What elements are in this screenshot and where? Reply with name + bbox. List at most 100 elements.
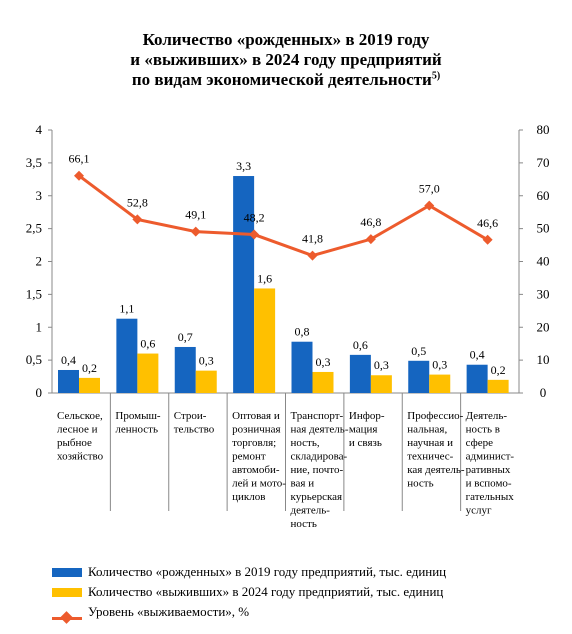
- chart-title-footnote: 5): [431, 70, 441, 82]
- category-label: и связь: [349, 437, 382, 449]
- category-label: вая и: [291, 478, 315, 490]
- survival-rate-marker: [132, 214, 143, 225]
- category-label: гательных: [466, 491, 515, 503]
- y-left-tick-label: 2,5: [26, 221, 42, 236]
- data-label-survived: 0,2: [82, 361, 97, 375]
- survival-rate-marker: [190, 226, 201, 237]
- category-label: ленность: [115, 424, 158, 436]
- category-label: ная деятель-: [291, 424, 349, 436]
- category-label: Строи-: [174, 410, 207, 422]
- data-label-born: 0,4: [61, 353, 76, 367]
- data-label-survival-rate: 46,8: [360, 215, 381, 229]
- category-label: ность,: [291, 437, 320, 449]
- data-label-born: 1,1: [119, 302, 134, 316]
- category-label: рыбное: [57, 437, 92, 449]
- data-label-survived: 0,6: [140, 337, 155, 351]
- data-label-survival-rate: 41,8: [302, 232, 323, 246]
- data-label-survived: 0,3: [432, 358, 447, 372]
- y-right-tick-label: 70: [537, 155, 550, 170]
- y-left-tick-label: 1,5: [26, 286, 42, 301]
- category-label: Промыш-: [115, 410, 161, 422]
- y-left-tick-label: 0: [36, 385, 43, 400]
- y-left-tick-label: 3,5: [26, 155, 42, 170]
- category-label: админист-: [466, 451, 515, 463]
- bar-born: [233, 176, 255, 393]
- bar-survived: [312, 371, 334, 393]
- data-label-survival-rate: 46,6: [477, 216, 498, 230]
- chart-title-line2: и «выживших» в 2024 году предприятий: [130, 50, 442, 69]
- legend-label-born: Количество «рожденных» в 2019 году предп…: [88, 564, 447, 579]
- bar-survived: [254, 288, 276, 393]
- category-label: кая деятель-: [407, 464, 465, 476]
- category-label: Сельское,: [57, 410, 103, 422]
- bar-survived: [79, 377, 100, 393]
- category-label: курьерская: [291, 491, 343, 503]
- data-label-survived: 0,2: [491, 363, 506, 377]
- data-label-survival-rate: 48,2: [244, 211, 265, 225]
- category-label: нальная,: [407, 424, 447, 436]
- category-label: и вспомо-: [466, 478, 512, 490]
- legend-label-survived: Количество «выживших» в 2024 году предпр…: [88, 584, 444, 599]
- data-label-born: 0,6: [353, 338, 368, 352]
- data-label-survived: 0,3: [199, 354, 214, 368]
- chart-title-line1: Количество «рожденных» в 2019 году: [142, 30, 430, 49]
- survival-rate-line: [78, 174, 489, 258]
- category-label: автомоби-: [232, 464, 280, 476]
- category-label: ность: [291, 518, 317, 530]
- data-label-born: 0,5: [411, 344, 426, 358]
- data-label-born: 0,7: [178, 330, 193, 344]
- y-left-tick-label: 2: [36, 254, 43, 269]
- category-label: ремонт: [232, 451, 266, 463]
- bar-survived: [429, 374, 451, 393]
- category-label: ность: [407, 478, 433, 490]
- data-label-born: 0,8: [295, 325, 310, 339]
- y-right-tick-label: 10: [537, 352, 550, 367]
- y-left-tick-label: 4: [36, 122, 43, 137]
- bar-born: [58, 369, 79, 393]
- category-label: сфере: [466, 437, 494, 449]
- y-right-tick-label: 40: [537, 254, 550, 269]
- chart-title-line3: по видам экономической деятельности5): [0, 70, 572, 90]
- bar-born: [349, 354, 371, 393]
- bar-born: [116, 318, 138, 393]
- chart-title: Количество «рожденных» в 2019 году и «вы…: [0, 30, 572, 90]
- data-label-survived: 0,3: [316, 355, 331, 369]
- category-label: Инфор-: [349, 410, 385, 422]
- category-label: складирова-: [291, 451, 348, 463]
- y-right-tick-label: 60: [537, 188, 550, 203]
- legend-label-survival-rate: Уровень «выживаемости», %: [88, 604, 250, 619]
- y-right-tick-label: 80: [537, 122, 550, 137]
- data-label-survival-rate: 57,0: [419, 182, 440, 196]
- data-label-born: 3,3: [236, 159, 251, 173]
- bar-survived: [137, 353, 159, 393]
- y-right-tick-label: 20: [537, 319, 550, 334]
- survival-rate-marker: [249, 229, 260, 240]
- category-label: ность в: [466, 424, 500, 436]
- category-label: Деятель-: [466, 410, 508, 422]
- category-label: циклов: [232, 491, 265, 503]
- bar-born: [466, 364, 488, 393]
- survival-rate-marker: [74, 170, 84, 181]
- category-label: ние, почто-: [291, 464, 344, 476]
- data-label-survived: 0,3: [374, 358, 389, 372]
- y-left-tick-label: 3: [36, 188, 43, 203]
- category-label: услуг: [466, 505, 492, 517]
- survival-rate-marker: [307, 250, 318, 261]
- category-label: лей и мото-: [232, 478, 286, 490]
- category-label: деятель-: [291, 505, 331, 517]
- survival-rate-marker: [365, 234, 376, 245]
- bar-born: [408, 360, 430, 393]
- data-label-survival-rate: 52,8: [127, 195, 148, 209]
- y-right-tick-label: 50: [537, 221, 550, 236]
- category-label: техничес-: [407, 451, 453, 463]
- category-label: тельство: [174, 424, 215, 436]
- data-label-survival-rate: 66,1: [69, 152, 90, 166]
- legend-swatch-born: [52, 568, 82, 577]
- category-label: ративных: [466, 464, 511, 476]
- data-label-survival-rate: 49,1: [185, 208, 206, 222]
- survival-rate-marker: [424, 200, 435, 211]
- data-label-born: 0,4: [470, 348, 485, 362]
- category-label: розничная: [232, 424, 280, 436]
- survival-rate-marker: [482, 234, 493, 245]
